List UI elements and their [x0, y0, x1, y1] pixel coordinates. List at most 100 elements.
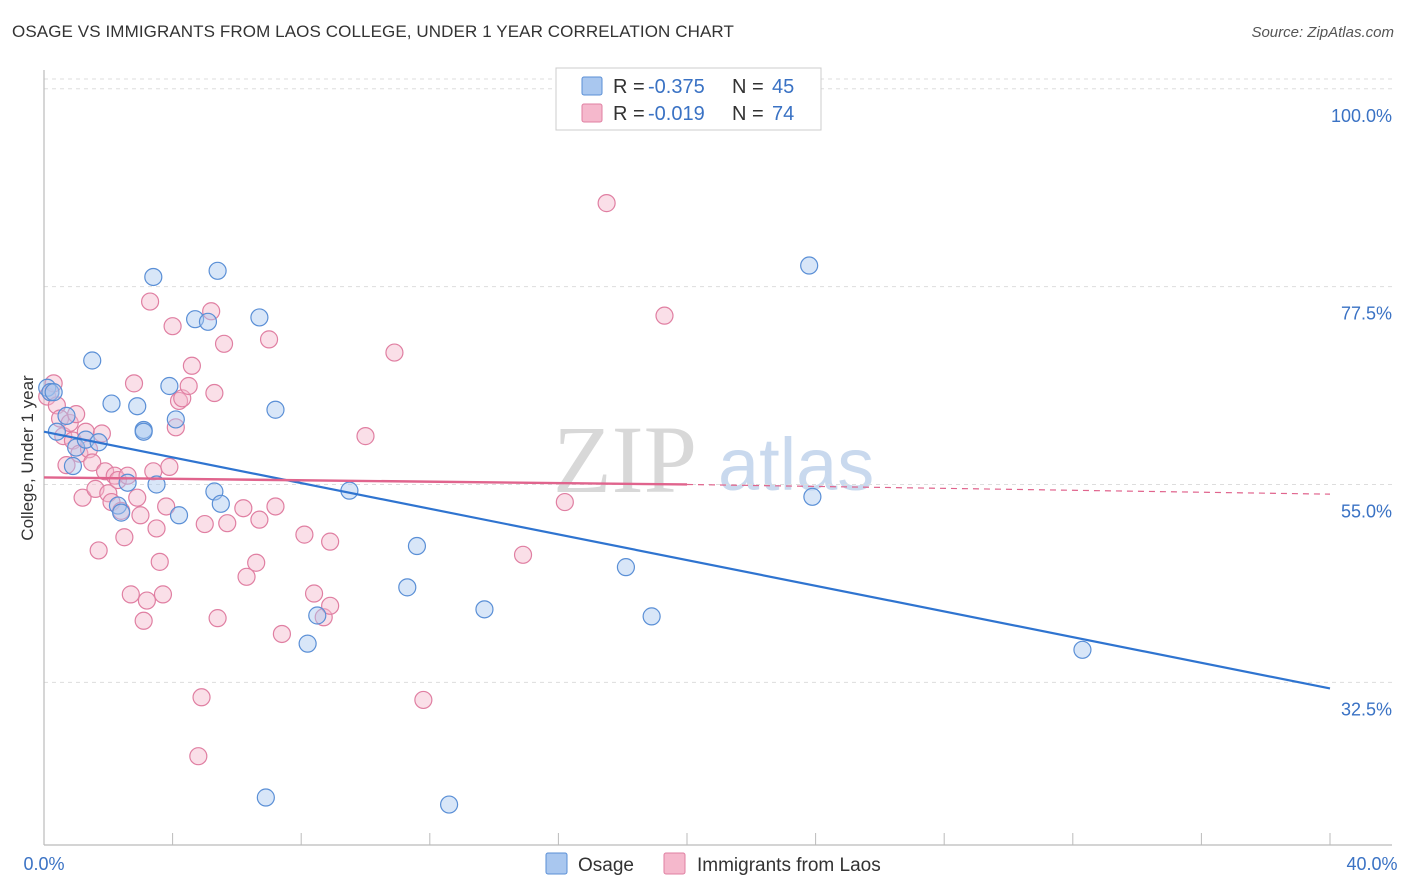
osage-point	[102, 394, 121, 413]
y-tick-label: 77.5%	[1341, 304, 1392, 324]
osage-point	[616, 558, 636, 577]
osage-point	[266, 400, 285, 419]
osage-point	[398, 578, 417, 597]
laos-point	[73, 488, 92, 507]
laos-point	[147, 519, 166, 538]
osage-point	[63, 456, 83, 476]
laos-point	[150, 552, 169, 571]
laos-trend-line-extension	[686, 483, 1331, 495]
laos-point	[118, 466, 137, 485]
laos-point	[237, 567, 256, 586]
laos-point	[157, 497, 176, 516]
watermark-zip: ZIP	[553, 406, 697, 513]
laos-point	[128, 488, 147, 507]
laos-point	[134, 611, 153, 630]
laos-point	[247, 553, 266, 572]
laos-point	[304, 584, 324, 603]
osage-point	[800, 256, 819, 275]
laos-point	[356, 427, 375, 446]
laos-trend-line	[43, 476, 688, 486]
laos-point	[179, 376, 198, 396]
laos-point	[655, 306, 674, 325]
chart-title: OSAGE VS IMMIGRANTS FROM LAOS COLLEGE, U…	[12, 22, 734, 41]
osage-point	[475, 600, 494, 619]
osage-point	[198, 312, 218, 331]
laos-point	[137, 591, 156, 610]
laos-point	[321, 532, 340, 551]
legend-laos-n-label: N =	[732, 103, 764, 125]
y-tick-label: 100.0%	[1331, 106, 1392, 126]
laos-point	[202, 302, 221, 321]
osage-point	[169, 506, 189, 525]
laos-point	[160, 457, 179, 476]
laos-point	[140, 292, 160, 311]
osage-point	[118, 473, 137, 492]
legend-laos-n-value: 74	[772, 103, 794, 125]
osage-point	[128, 397, 147, 416]
laos-point	[513, 545, 533, 564]
laos-point	[121, 585, 140, 604]
laos-point	[266, 497, 285, 516]
laos-point	[250, 510, 269, 529]
osage-point	[250, 308, 269, 327]
watermark-atlas: atlas	[718, 423, 874, 506]
legend-osage-r-label: R =	[613, 76, 645, 98]
osage-point	[112, 503, 131, 522]
gridlines	[44, 78, 1392, 683]
laos-point	[95, 462, 115, 481]
bottom-legend-osage-swatch	[545, 852, 568, 875]
x-axis-ticks	[43, 833, 1331, 845]
laos-point	[385, 343, 404, 362]
bottom-legend: Osage Immigrants from Laos	[545, 852, 881, 876]
osage-point	[407, 536, 427, 556]
osage-point	[166, 410, 185, 429]
laos-point	[195, 514, 214, 534]
osage-point	[308, 606, 327, 625]
osage-point	[160, 376, 179, 396]
trend-lines	[43, 430, 1331, 690]
x-tick-label-min: 0.0%	[23, 854, 64, 874]
osage-point	[134, 422, 153, 441]
laos-point	[192, 688, 211, 707]
osage-point	[47, 422, 66, 441]
osage-point	[439, 795, 459, 814]
laos-point	[153, 585, 173, 604]
osage-point	[803, 487, 822, 506]
laos-point	[314, 608, 333, 627]
legend-laos-r-label: R =	[613, 103, 645, 125]
x-tick-label-max: 40.0%	[1346, 854, 1397, 874]
laos-point	[321, 596, 340, 615]
y-tick-label: 32.5%	[1341, 699, 1392, 719]
laos-point	[208, 609, 227, 628]
laos-point	[295, 525, 314, 544]
laos-point	[89, 541, 108, 560]
laos-point	[205, 383, 224, 403]
laos-point	[163, 317, 182, 336]
laos-point	[124, 374, 144, 393]
y-axis-title: College, Under 1 year	[18, 375, 37, 541]
osage-point	[298, 634, 317, 653]
laos-point	[234, 499, 253, 518]
osage-point	[211, 494, 230, 513]
legend-laos-r-value: -0.019	[648, 103, 705, 125]
bottom-legend-laos-swatch	[663, 852, 686, 875]
laos-point	[272, 624, 292, 644]
legend-osage-swatch	[581, 76, 603, 96]
osage-point	[144, 267, 163, 287]
osage-point	[642, 607, 661, 626]
laos-point	[414, 690, 433, 710]
laos-point	[182, 356, 201, 375]
watermark: ZIP atlas	[553, 406, 874, 513]
laos-point	[83, 453, 102, 472]
legend-osage-n-value: 45	[772, 76, 794, 98]
laos-point	[131, 506, 150, 525]
osage-point	[208, 261, 227, 280]
y-tick-label: 55.0%	[1341, 501, 1392, 521]
osage-point	[147, 475, 166, 494]
legend-box: R = -0.375 N = 45 R = -0.019 N = 74	[555, 67, 822, 131]
osage-trend-line	[43, 430, 1331, 690]
osage-point	[256, 788, 275, 807]
legend-osage-r-value: -0.375	[648, 76, 705, 98]
laos-point	[555, 492, 574, 512]
